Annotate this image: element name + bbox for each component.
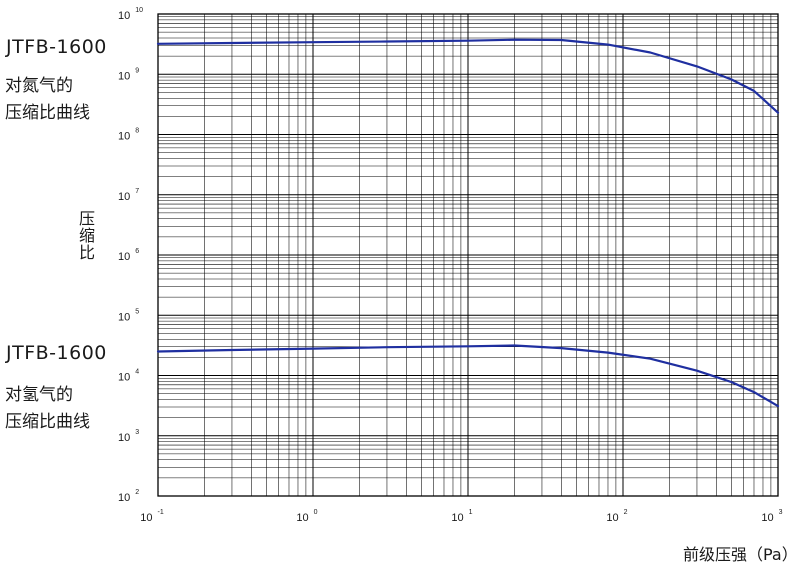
y-tick-label: 10 8 [118,128,139,143]
series-2-model-label: JTFB-1600 [6,342,107,364]
y-tick-label: 10 4 [118,369,139,384]
y-tick-label: 10 3 [118,429,139,444]
series-line-1 [156,38,780,114]
series-line-2 [156,344,780,408]
series-1-description: 对氮气的 压缩比曲线 [5,73,90,127]
series-1-gas-label: 对氮气的 [5,76,73,96]
series-1-suffix-label: 压缩比曲线 [5,103,90,123]
y-tick-label: 10 2 [118,489,139,504]
x-axis-label: 前级压强（Pa） [683,545,798,564]
x-tick-label: 10 2 [606,509,627,524]
x-tick-label: 10 3 [761,509,782,524]
y-tick-label: 10 10 [118,7,143,22]
series-2-gas-label: 对氢气的 [5,385,73,405]
x-tick-label: 10 0 [296,509,317,524]
series-lines [156,38,780,408]
y-axis-label: 压缩比 [76,210,95,261]
y-tick-label: 10 5 [118,308,139,323]
x-tick-label: 10 -1 [140,509,164,524]
y-tick-label: 10 7 [118,188,139,203]
plot-frame [157,13,779,497]
series-2-description: 对氢气的 压缩比曲线 [5,382,90,436]
y-tick-label: 10 9 [118,67,139,82]
tick-labels: 10 -1 10 0 10 1 10 2 10 3 10 2 10 3 10 4 10 5 10 6 10 7 10 8 10 9… [118,7,783,524]
y-tick-label: 10 6 [118,248,139,263]
x-tick-label: 10 1 [451,509,472,524]
series-2-suffix-label: 压缩比曲线 [5,412,90,432]
major-gridlines [157,14,778,497]
series-1-model-label: JTFB-1600 [6,36,107,58]
